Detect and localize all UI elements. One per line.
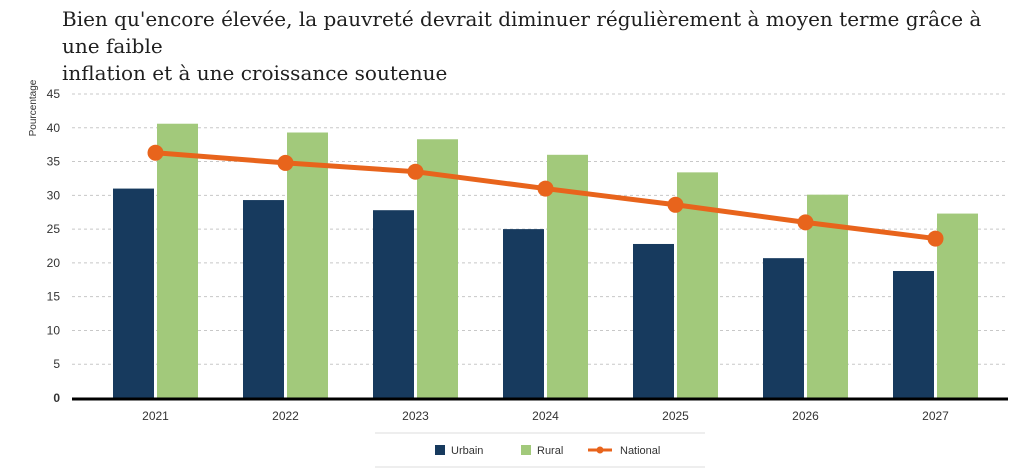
legend-urbain-swatch (435, 445, 445, 455)
legend-national-label: National (620, 445, 660, 457)
bar-rural-2023 (417, 139, 458, 399)
y-tick-label: 30 (47, 188, 61, 202)
national-line (147, 144, 944, 247)
legend-rural-swatch (521, 445, 531, 455)
legend-rural-label: Rural (537, 445, 563, 457)
national-point-2021 (147, 144, 164, 161)
x-tick-label-2026: 2026 (792, 409, 819, 423)
y-tick-label: 10 (47, 323, 61, 337)
bar-urbain-2027 (893, 270, 934, 398)
chart-title-line-2: inflation et à une croissance soutenue (62, 61, 448, 85)
y-axis-label: Pourcentage (28, 79, 39, 136)
bar-urbain-2025 (633, 243, 674, 398)
y-tick-label: 25 (47, 222, 61, 236)
bar-urbain-2021 (113, 188, 154, 398)
x-tick-label-2024: 2024 (532, 409, 559, 423)
bars (113, 123, 978, 399)
national-point-2024 (537, 180, 554, 197)
national-point-2022 (277, 154, 294, 171)
x-tick-label-2022: 2022 (272, 409, 299, 423)
y-axis-ticks: 0 5 10 15 20 25 30 35 40 45 (47, 87, 61, 405)
bar-rural-2022 (287, 132, 328, 399)
y-tick-label: 35 (47, 155, 61, 169)
x-tick-label-2025: 2025 (662, 409, 689, 423)
bar-urbain-2023 (373, 210, 414, 398)
legend: Urbain Rural National (375, 432, 705, 468)
bar-rural-2021 (157, 123, 198, 399)
y-tick-label: 45 (47, 87, 61, 101)
x-tick-label-2023: 2023 (402, 409, 429, 423)
x-tick-label-2021: 2021 (142, 409, 169, 423)
legend-urbain-label: Urbain (451, 445, 483, 457)
chart-title: Bien qu'encore élevée, la pauvreté devra… (62, 6, 1012, 87)
bar-urbain-2022 (243, 200, 284, 398)
y-tick-label: 0 (53, 391, 60, 405)
y-tick-label: 40 (47, 121, 61, 135)
y-tick-label: 20 (47, 256, 61, 270)
y-tick-label: 15 (47, 290, 61, 304)
x-tick-label-2027: 2027 (922, 409, 949, 423)
chart-title-line-1: Bien qu'encore élevée, la pauvreté devra… (62, 7, 982, 58)
national-point-2023 (407, 163, 424, 180)
bar-urbain-2024 (503, 229, 544, 398)
legend-national-marker (596, 446, 604, 454)
bar-urbain-2026 (763, 258, 804, 398)
y-tick-label: 5 (53, 357, 60, 371)
national-point-2027 (927, 230, 944, 247)
national-point-2025 (667, 196, 684, 213)
bar-rural-2027 (937, 213, 978, 398)
national-point-2026 (797, 214, 814, 231)
x-axis-ticks: 2021 2022 2023 2024 2025 2026 2027 (142, 409, 949, 423)
